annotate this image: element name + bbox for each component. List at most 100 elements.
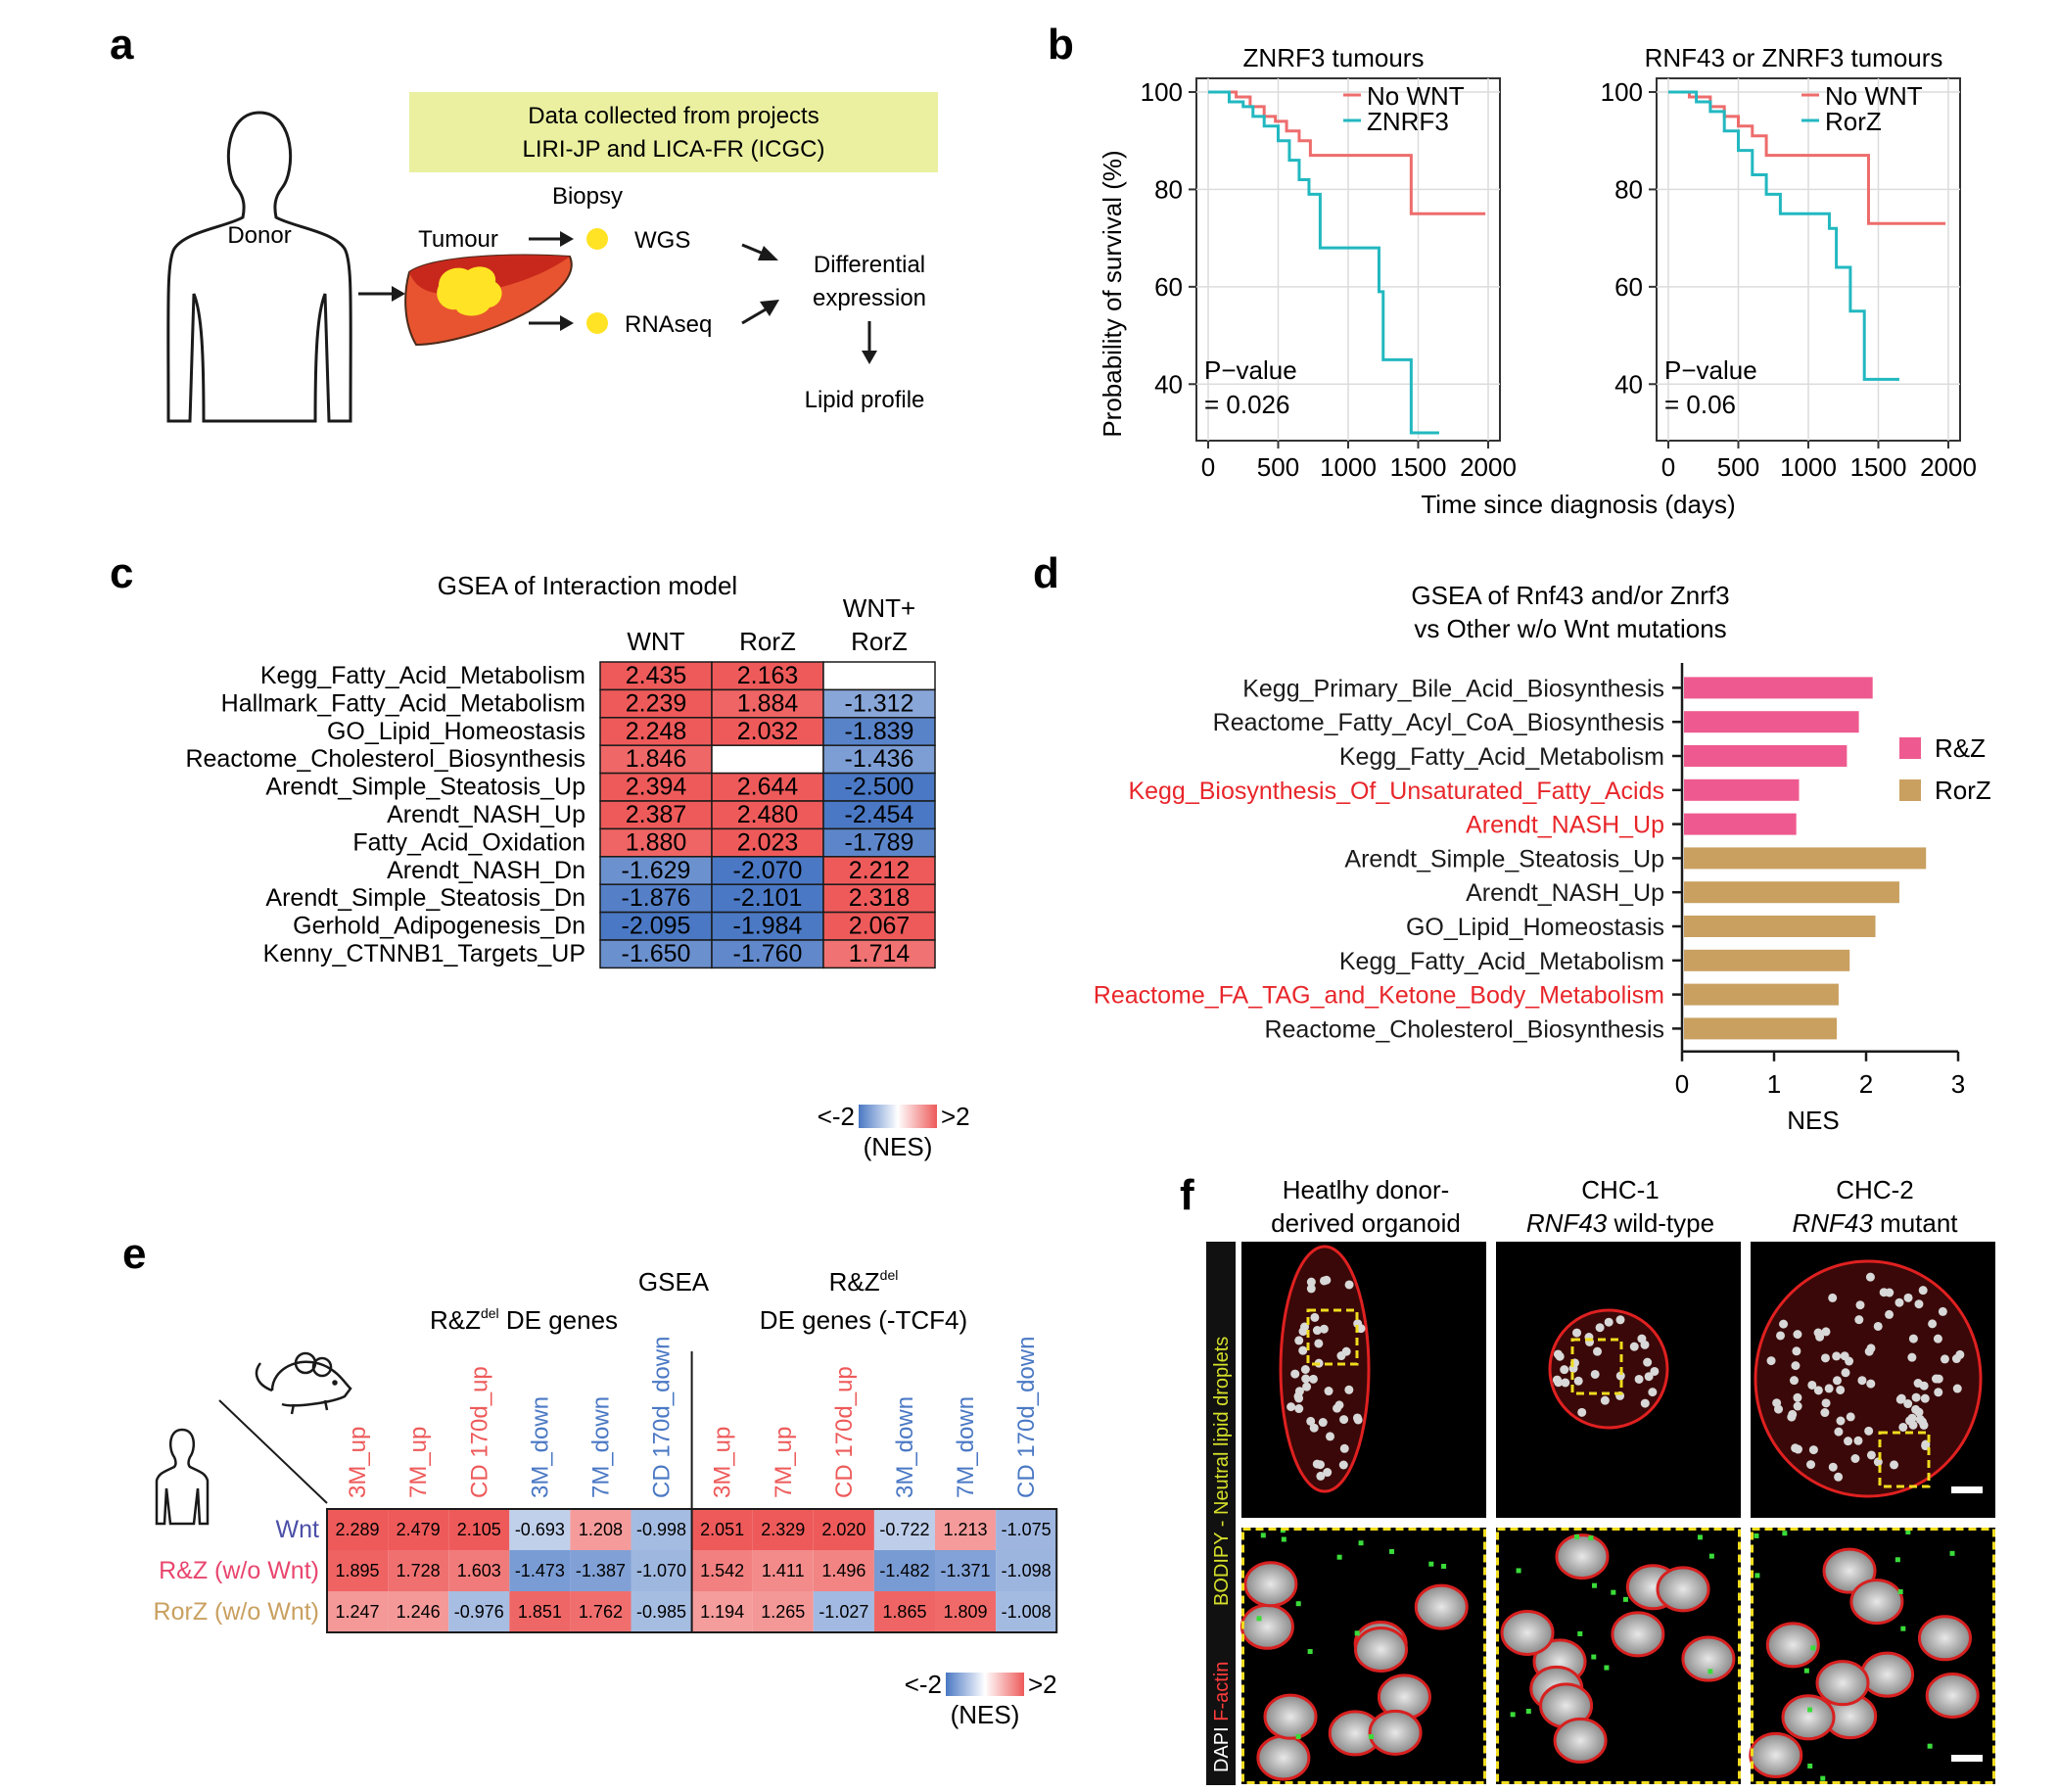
- heatmap-c-cell: [711, 661, 824, 691]
- lipid-droplet: [1949, 1550, 1955, 1556]
- lipid-droplet: [1905, 1529, 1911, 1534]
- km-chart-1-title: ZNRF3 tumours: [1243, 43, 1425, 72]
- legend-label-no-wnt: No WNT: [1367, 81, 1465, 111]
- nucleus: [1326, 1432, 1335, 1441]
- heatmap-e-value: 1.246: [397, 1602, 441, 1622]
- y-tick-label: 40: [1614, 369, 1643, 399]
- heatmap-c-value: 2.032: [737, 718, 799, 745]
- bar-d-label: Reactome_Fatty_Acyl_CoA_Biosynthesis: [1213, 709, 1664, 736]
- nes-legend-label: (NES): [864, 1132, 933, 1161]
- heatmap-e-value: -0.985: [636, 1602, 686, 1622]
- mouse-icon: [255, 1351, 352, 1415]
- heatmap-c-value: 2.318: [849, 884, 911, 912]
- panel-letter-d: d: [1033, 549, 1059, 597]
- nucleus: [1928, 1319, 1938, 1329]
- bar-d-x-tick-label: 0: [1675, 1069, 1689, 1099]
- zoom-frame: [1241, 1528, 1486, 1784]
- nucleus: [1648, 1388, 1658, 1397]
- nucleus: [1629, 1342, 1639, 1351]
- bar-d-label: GO_Lipid_Homeostasis: [1406, 914, 1664, 941]
- lipid-droplet: [1307, 1649, 1313, 1655]
- heatmap-e-col-label: 7M_down: [953, 1396, 979, 1498]
- bar-d-bar: [1684, 847, 1927, 870]
- heatmap-e-value: -1.070: [636, 1561, 686, 1580]
- heatmap-c-value: 2.480: [737, 801, 799, 828]
- nucleus: [1918, 1286, 1928, 1296]
- pvalue-value: = 0.06: [1664, 390, 1736, 419]
- cell-nucleus: [1368, 1709, 1423, 1756]
- nucleus: [1844, 1437, 1853, 1446]
- panel-e: GSEA R&Zdel DE genes R&Zdel DE genes (-T…: [154, 1267, 1058, 1729]
- lipid-droplet: [1358, 1540, 1364, 1546]
- heatmap-c-cell: [822, 661, 936, 691]
- legend-label-rorz: RorZ: [1935, 776, 1991, 805]
- nucleus: [1341, 1346, 1351, 1356]
- lipid-droplet: [1389, 1548, 1395, 1554]
- nucleus: [1846, 1412, 1855, 1422]
- biopsy-label: Biopsy: [552, 183, 623, 210]
- heatmap-c-value: -2.070: [733, 857, 803, 884]
- col-1-header-line-2: derived organoid: [1271, 1208, 1461, 1238]
- heatmap-e-cell: [752, 1509, 814, 1550]
- nucleus: [1301, 1374, 1311, 1384]
- x-tick-label: 1000: [1320, 452, 1377, 482]
- legend-swatch-rorz: [1899, 779, 1921, 801]
- cell-nucleus: [1765, 1622, 1820, 1669]
- nucleus: [1319, 1324, 1329, 1334]
- heatmap-c-value: -1.436: [845, 745, 914, 773]
- nucleus: [1553, 1349, 1563, 1359]
- heatmap-e-cell: [388, 1550, 449, 1591]
- panel-letter-f: f: [1180, 1171, 1194, 1219]
- nes-legend-max: >2: [1028, 1670, 1057, 1699]
- nucleus: [1879, 1288, 1889, 1297]
- col-2-header-line-2: RNF43 wild-type: [1526, 1208, 1714, 1238]
- bar-d-x-tick-label: 3: [1951, 1069, 1965, 1099]
- heatmap-c-value: 1.846: [626, 745, 687, 773]
- nucleus: [1577, 1407, 1587, 1417]
- nucleus: [1914, 1407, 1924, 1417]
- col-3-gene: RNF43: [1792, 1208, 1873, 1238]
- heatmap-c-cell: [822, 688, 936, 719]
- km-chart-1-grid: [1196, 78, 1500, 441]
- lipid-droplet: [1574, 1533, 1580, 1539]
- nucleus: [1903, 1293, 1913, 1302]
- cell-nucleus: [1749, 1731, 1803, 1778]
- cell-nucleus: [1553, 1717, 1608, 1764]
- bar-d-bar: [1684, 778, 1800, 801]
- heatmap-e-cell: [570, 1509, 631, 1550]
- col-3-rest: mutant: [1873, 1208, 1958, 1238]
- heatmap-e-col-label: 3M_down: [892, 1396, 918, 1498]
- nucleus: [1644, 1372, 1654, 1382]
- heatmap-e-corner-diagonal: [218, 1399, 328, 1504]
- heatmap-e-column-labels: 3M_up 7M_up CD 170d_up 3M_down 7M_down CD 170…: [345, 1337, 1040, 1498]
- nes-legend-label: (NES): [951, 1700, 1020, 1729]
- cell-nucleus: [1243, 1561, 1298, 1608]
- lipid-droplet: [1782, 1531, 1788, 1536]
- heatmap-c-grid: Kegg_Fatty_Acid_Metabolism 2.435 2.163 Hall…: [185, 661, 936, 969]
- heatmap-e-cell: [448, 1550, 510, 1591]
- heatmap-c-value: -1.984: [733, 913, 803, 940]
- nucleus: [1952, 1384, 1962, 1393]
- heatmap-e-value: -0.998: [636, 1520, 686, 1539]
- nucleus: [1890, 1460, 1899, 1470]
- heatmap-c-row-label: Arendt_Simple_Steatosis_Up: [265, 774, 585, 801]
- pvalue-label: P−value: [1204, 355, 1297, 385]
- heatmap-c-value: 1.714: [849, 940, 911, 967]
- heatmap-e-cell: [996, 1509, 1057, 1550]
- heatmap-e-cell: [996, 1591, 1057, 1632]
- nucleus: [1824, 1384, 1834, 1393]
- cell-nucleus: [1353, 1626, 1408, 1673]
- nucleus: [1832, 1351, 1842, 1361]
- nucleus: [1845, 1356, 1854, 1366]
- heatmap-c-cell: [822, 827, 936, 858]
- heatmap-e-value: -1.008: [1002, 1602, 1052, 1622]
- nucleus: [1911, 1392, 1921, 1402]
- heatmap-c-cell: [822, 744, 936, 775]
- lipid-droplet: [1510, 1712, 1516, 1718]
- heatmap-e-cell: [388, 1509, 449, 1550]
- bar-d-bar: [1684, 983, 1839, 1006]
- microscopy-grid: [1239, 1242, 1995, 1784]
- legend-label-rorz: RorZ: [1825, 107, 1882, 136]
- col-2-header-line-1: CHC-1: [1581, 1175, 1659, 1204]
- arrowhead-icon: [862, 351, 877, 364]
